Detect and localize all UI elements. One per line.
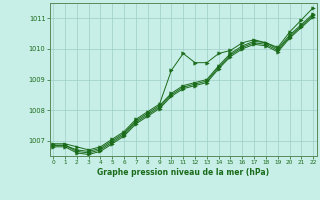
X-axis label: Graphe pression niveau de la mer (hPa): Graphe pression niveau de la mer (hPa) (97, 168, 269, 177)
